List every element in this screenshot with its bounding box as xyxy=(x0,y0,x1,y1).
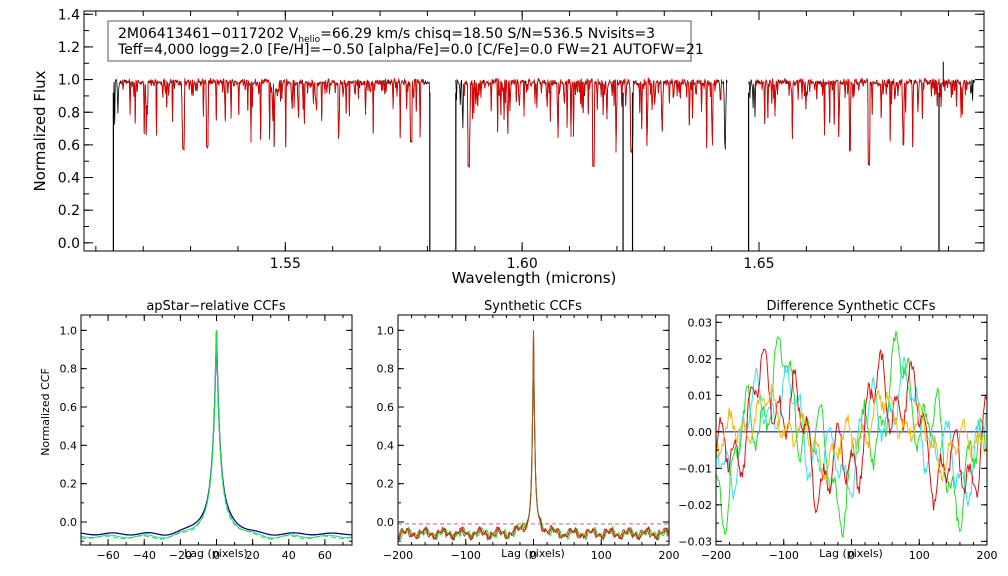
synthetic-ytick-label: 0.0 xyxy=(377,516,395,529)
difference-ccf-lines xyxy=(715,330,987,538)
spectrum-ytick-label: 1.2 xyxy=(58,40,80,56)
apstar-ytick-label: 1.0 xyxy=(60,324,78,337)
difference-xlabel: Lag (pixels) xyxy=(819,547,883,560)
synthetic-ytick-label: 1.0 xyxy=(377,324,395,337)
apstar-xtick-label: 60 xyxy=(318,549,332,562)
spectrum-ytick-label: 0.8 xyxy=(58,105,80,121)
spectrum-ylabel: Normalized Flux xyxy=(31,70,49,191)
synthetic-ccf-line-visit-3 xyxy=(397,330,670,541)
apstar-ytick-label: 0.0 xyxy=(60,516,78,529)
difference-xtick-label: −100 xyxy=(769,549,799,562)
difference-ytick-label: 0.02 xyxy=(688,353,713,366)
difference-ytick-label: −0.02 xyxy=(678,499,712,512)
difference-title: Difference Synthetic CCFs xyxy=(766,299,935,314)
apstar-ytick-label: 0.2 xyxy=(60,478,78,491)
difference-ytick-label: −0.03 xyxy=(678,535,712,548)
spectrum-plot-frame xyxy=(83,10,985,252)
spectrum-ytick-label: 0.4 xyxy=(58,171,80,187)
synthetic-ytick-label: 0.6 xyxy=(377,401,395,414)
difference-ytick-label: 0.01 xyxy=(688,389,713,402)
difference-ccf-panel: −200 −100 0 100 200 −0.03 −0.02 −0.01 0.00 0.01 0.… xyxy=(678,299,997,562)
model-spectrum-line xyxy=(463,77,722,169)
difference-ccf-line-visit-3 xyxy=(715,348,987,514)
spectrum-ytick-label: 0.6 xyxy=(58,138,80,154)
difference-ccf-line-visit-4 xyxy=(715,383,987,483)
difference-ytick-label: −0.01 xyxy=(678,462,712,475)
apstar-ccf-line-visit-1 xyxy=(80,330,352,536)
spectrum-xtick-label: 1.65 xyxy=(743,256,774,272)
apstar-title: apStar−relative CCFs xyxy=(146,299,286,314)
annotation-line-1: 2M06413461−0117202 Vhelio=66.29 km/s chi… xyxy=(118,26,655,45)
difference-xtick-label: 100 xyxy=(909,549,930,562)
spectrum-ytick-label: 1.4 xyxy=(58,7,80,23)
difference-xtick-label: 0 xyxy=(848,549,855,562)
model-spectrum-line xyxy=(120,77,425,151)
apstar-xtick-label: −60 xyxy=(96,549,119,562)
difference-xtick-label: 200 xyxy=(977,549,998,562)
apstar-xtick-label: 20 xyxy=(246,549,260,562)
synthetic-xtick-label: −200 xyxy=(383,549,413,562)
difference-ccf-line-visit-1 xyxy=(715,330,987,538)
apstar-ytick-label: 0.4 xyxy=(60,439,78,452)
synthetic-ytick-label: 0.8 xyxy=(377,363,395,376)
synthetic-xtick-label: 200 xyxy=(659,549,680,562)
difference-ccf-line-visit-2 xyxy=(715,356,987,507)
spectrum-annotation-box: 2M06413461−0117202 Vhelio=66.29 km/s chi… xyxy=(107,20,704,62)
apstar-ccf-line-visit-3 xyxy=(80,330,353,540)
synthetic-xtick-label: 100 xyxy=(591,549,612,562)
annotation-line-2: Teff=4,000 logg=2.0 [Fe/H]=−0.50 [alpha/… xyxy=(117,42,704,58)
difference-ytick-label: 0.00 xyxy=(688,426,713,439)
apstar-axis-ticks: −60 −40 −20 0 20 40 60 0.0 0.2 0.4 0.6 0.8 1.0 xyxy=(60,315,352,562)
spectrum-axis-ticks: 1.55 1.60 1.65 0.0 0.2 0.4 0.6 0.8 1.0 1.2 1.4 xyxy=(58,7,984,272)
difference-plot-frame xyxy=(715,314,988,546)
difference-axis-ticks: −200 −100 0 100 200 −0.03 −0.02 −0.01 0.00 0.01 0.… xyxy=(678,315,998,562)
difference-ytick-label: 0.03 xyxy=(688,316,713,329)
synthetic-ccf-lines xyxy=(397,330,670,542)
spectrum-data-lines xyxy=(112,61,975,251)
spectrum-xtick-label: 1.60 xyxy=(507,256,538,272)
synthetic-axis-ticks: −200 −100 0 100 200 0.0 0.2 0.4 0.6 0.8 1.0 xyxy=(377,315,680,562)
apstar-ccf-panel: −60 −40 −20 0 20 40 60 0.0 0.2 0.4 0.6 0.8 1.0 apSta… xyxy=(39,299,353,562)
apstar-xtick-label: −40 xyxy=(133,549,156,562)
spectrum-xlabel: Wavelength (microns) xyxy=(452,269,617,287)
spectrum-xtick-label: 1.55 xyxy=(270,256,301,272)
synthetic-title: Synthetic CCFs xyxy=(484,299,582,314)
synthetic-ytick-label: 0.2 xyxy=(377,478,395,491)
synthetic-xtick-label: 0 xyxy=(530,549,537,562)
spectrum-ytick-label: 0.2 xyxy=(58,203,80,219)
apstar-xtick-label: 40 xyxy=(282,549,296,562)
apstar-ylabel: Normalized CCF xyxy=(39,368,52,456)
synthetic-ccf-panel: −200 −100 0 100 200 0.0 0.2 0.4 0.6 0.8 1.0 Synthe… xyxy=(377,299,680,562)
spectrum-ytick-label: 1.0 xyxy=(58,73,80,89)
apstar-xlabel: Lag (pixels) xyxy=(184,547,248,560)
synthetic-xlabel: Lag (pixels) xyxy=(501,547,565,560)
apstar-xtick-label: −20 xyxy=(169,549,192,562)
apstar-ccf-line-visit-2 xyxy=(80,330,353,539)
spectrum-ytick-label: 0.0 xyxy=(58,236,80,252)
synthetic-xtick-label: −100 xyxy=(451,549,481,562)
apstar-ytick-label: 0.6 xyxy=(60,401,78,414)
apstar-ccf-lines xyxy=(80,330,353,540)
spectrum-panel: 1.55 1.60 1.65 0.0 0.2 0.4 0.6 0.8 1.0 1.2 1.4 Nor… xyxy=(31,7,985,287)
difference-xtick-label: −200 xyxy=(701,549,731,562)
apstar-xtick-label: 0 xyxy=(213,549,220,562)
synthetic-ytick-label: 0.4 xyxy=(377,439,395,452)
apstar-ytick-label: 0.8 xyxy=(60,363,78,376)
model-spectrum-line xyxy=(755,77,970,166)
